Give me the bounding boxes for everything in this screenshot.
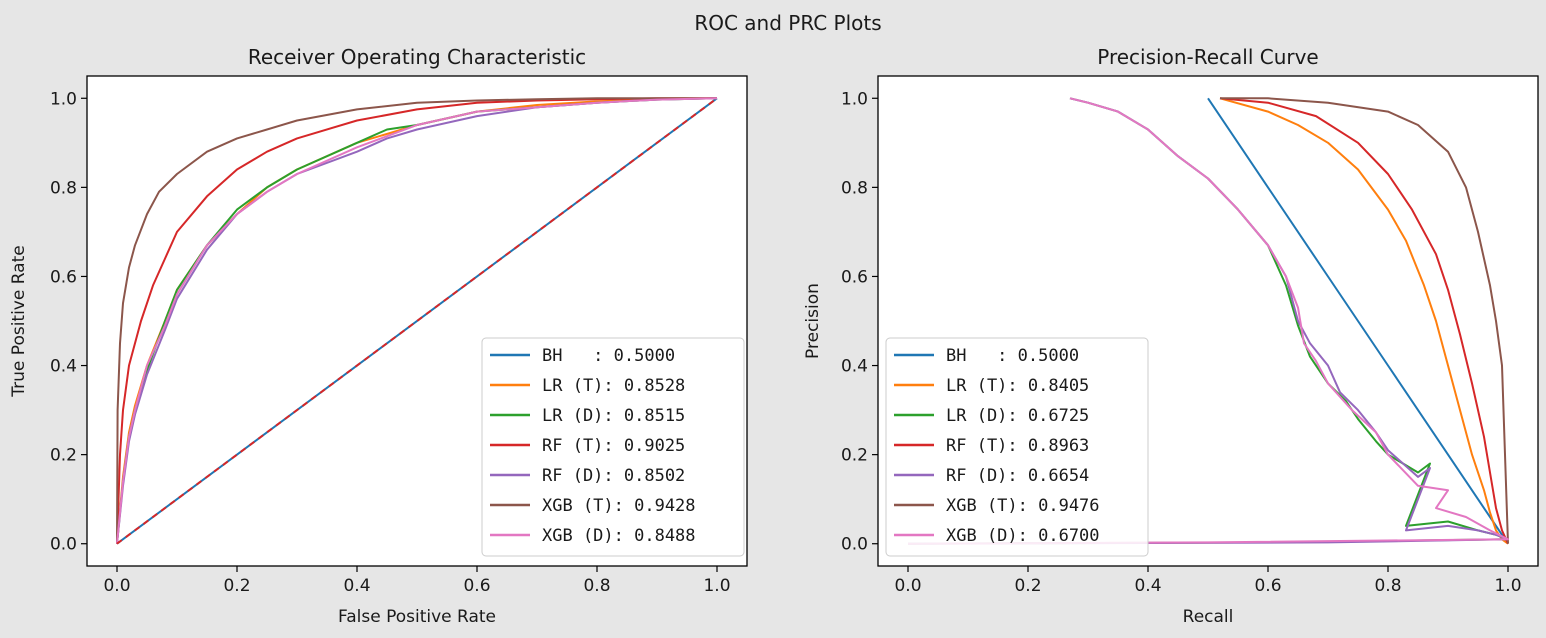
roc-x-tick-label: 0.6 [463, 576, 490, 596]
roc-y-tick-label: 0.6 [50, 267, 77, 287]
prc-y-tick-label: 0.4 [841, 357, 868, 377]
prc-legend: BH : 0.5000 LR (T): 0.8405 LR (D): 0.6725 R… [885, 337, 1149, 557]
roc-series-line [116, 97, 717, 544]
prc-legend-label: RF (D): 0.6654 [946, 466, 1089, 486]
roc-x-tick-label: 0.2 [223, 576, 250, 596]
roc-diagonal-dashed-line [116, 97, 718, 545]
prc-legend-label: LR (D): 0.6725 [946, 406, 1089, 426]
roc-y-tick-label: 1.0 [50, 89, 77, 109]
prc-axes: 0.0 0.2 0.4 0.6 0.8 1.0 0.0 0.2 0.4 0.6 0.8 1.0 Prec… [803, 45, 1539, 627]
roc-x-tick-label: 1.0 [703, 576, 730, 596]
prc-legend-label: BH : 0.5000 [946, 346, 1079, 366]
roc-legend: BH : 0.5000 LR (T): 0.8528 LR (D): 0.8515 R… [481, 337, 745, 557]
prc-y-tick-label: 1.0 [841, 89, 868, 109]
prc-series-line [1207, 97, 1509, 545]
prc-series-line [907, 97, 1509, 545]
roc-y-tick-label: 0.0 [50, 535, 77, 555]
prc-y-axis-label: Precision [803, 283, 823, 359]
roc-legend-label: RF (T): 0.9025 [542, 436, 685, 456]
prc-series-line [1219, 97, 1509, 545]
prc-x-tick-label: 1.0 [1494, 576, 1521, 596]
roc-series-line [116, 97, 718, 544]
prc-series-line [1220, 97, 1509, 544]
roc-legend-label: BH : 0.5000 [542, 346, 675, 366]
prc-x-axis-label: Recall [1183, 607, 1234, 627]
roc-y-axis-label: True Positive Rate [9, 245, 29, 397]
prc-legend-box [885, 337, 1149, 557]
roc-title: Receiver Operating Characteristic [248, 45, 586, 69]
prc-axes-frame [877, 75, 1539, 567]
roc-legend-label: LR (D): 0.8515 [542, 406, 685, 426]
roc-axes: 0.0 0.2 0.4 0.6 0.8 1.0 0.0 0.2 0.4 0.6 0.8 1.0 Rece… [9, 45, 748, 627]
roc-legend-label: RF (D): 0.8502 [542, 466, 685, 486]
prc-y-tick-label: 0.2 [841, 446, 868, 466]
prc-y-tick-label: 0.6 [841, 267, 868, 287]
roc-x-tick-label: 0.4 [343, 576, 370, 596]
prc-legend-label: XGB (D): 0.6700 [946, 526, 1100, 546]
prc-x-tick-label: 0.8 [1374, 576, 1401, 596]
roc-y-tick-label: 0.8 [50, 178, 77, 198]
roc-legend-label: XGB (T): 0.9428 [542, 496, 696, 516]
prc-x-tick-label: 0.6 [1254, 576, 1281, 596]
roc-x-axis-label: False Positive Rate [338, 607, 496, 627]
prc-title: Precision-Recall Curve [1097, 45, 1318, 69]
prc-x-tick-label: 0.0 [894, 576, 921, 596]
roc-x-tick-label: 0.8 [583, 576, 610, 596]
roc-y-tick-label: 0.4 [50, 357, 77, 377]
figure-title: ROC and PRC Plots [694, 11, 881, 35]
prc-y-tick-label: 0.8 [841, 178, 868, 198]
prc-legend-label: XGB (T): 0.9476 [946, 496, 1100, 516]
roc-legend-label: LR (T): 0.8528 [542, 376, 685, 396]
prc-legend-label: RF (T): 0.8963 [946, 436, 1089, 456]
roc-legend-label: XGB (D): 0.8488 [542, 526, 696, 546]
roc-series-line [116, 97, 717, 544]
roc-x-tick-label: 0.0 [103, 576, 130, 596]
prc-legend-label: LR (T): 0.8405 [946, 376, 1089, 396]
roc-y-tick-label: 0.2 [50, 446, 77, 466]
prc-x-tick-label: 0.4 [1134, 576, 1161, 596]
prc-series-line [1219, 97, 1509, 545]
roc-legend-box [481, 337, 745, 557]
prc-y-tick-label: 0.0 [841, 535, 868, 555]
prc-x-tick-label: 0.2 [1014, 576, 1041, 596]
roc-axes-frame [86, 75, 748, 567]
